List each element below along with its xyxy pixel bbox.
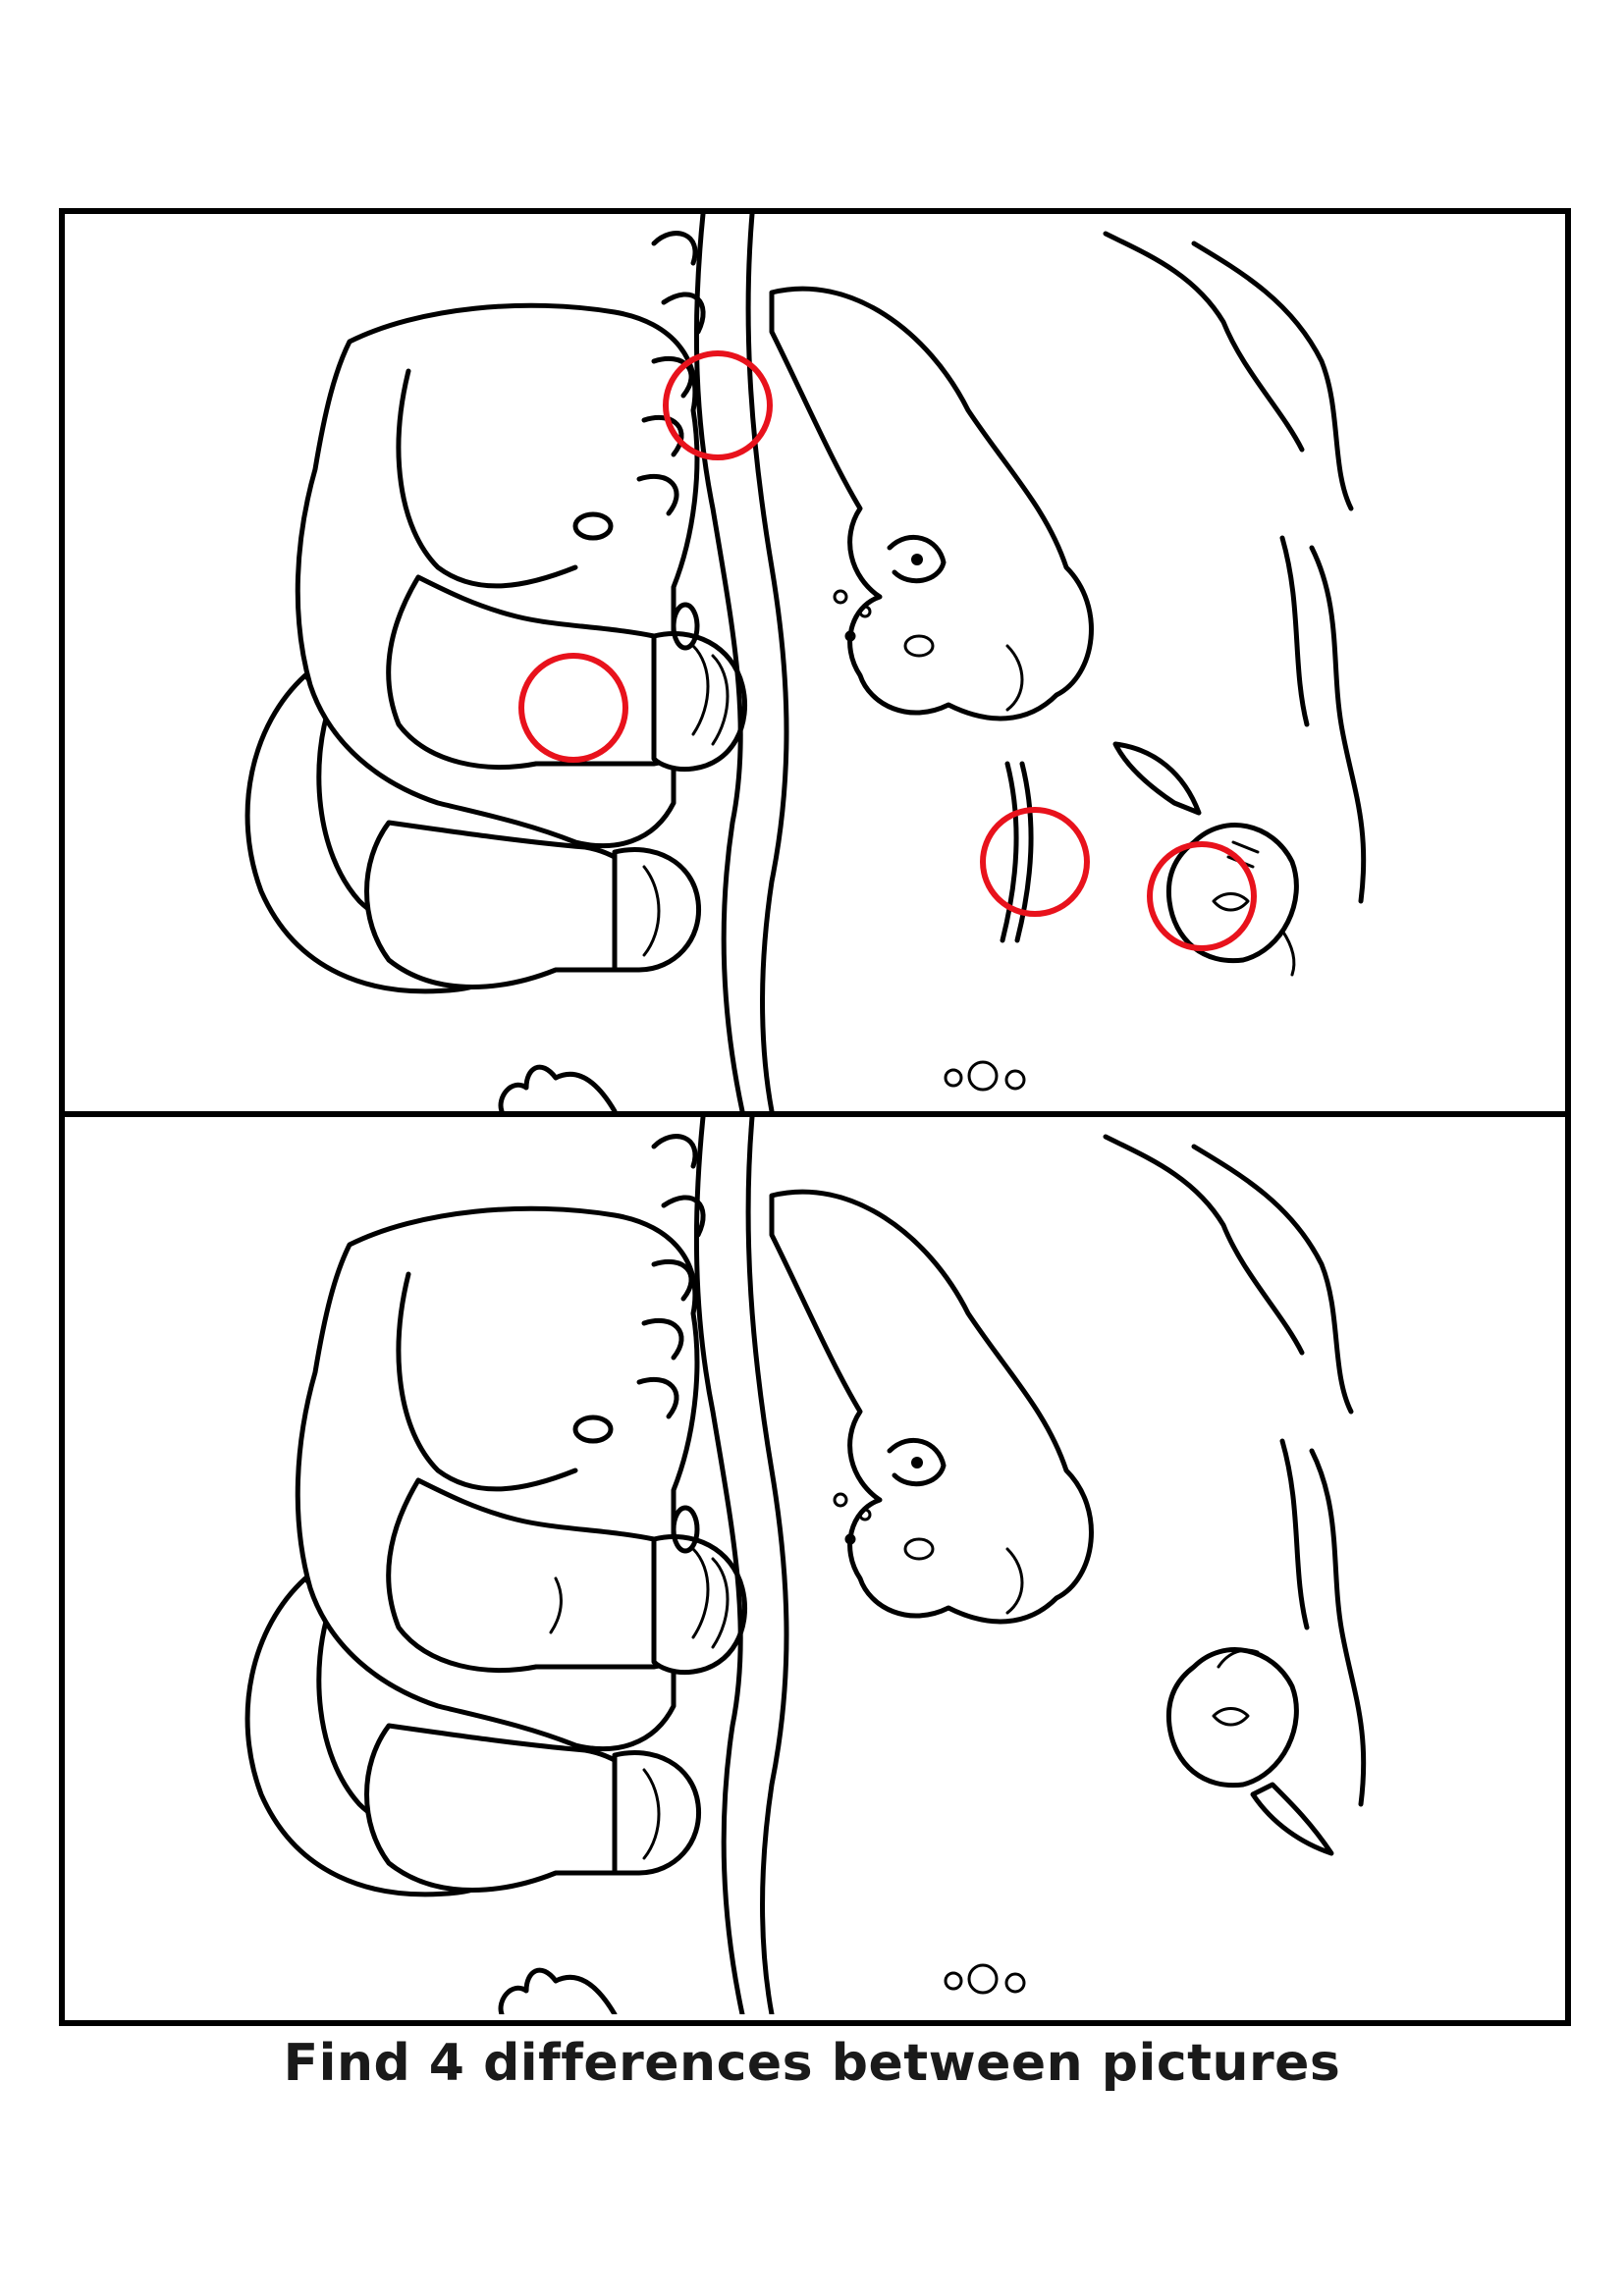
difference-marker-fish[interactable] [1147, 841, 1257, 951]
difference-markers [518, 350, 1257, 951]
dinosaur-art [244, 214, 1367, 1111]
panel-divider [65, 1111, 1565, 1117]
puzzle-frame [59, 208, 1571, 2026]
dinosaur-drawing-top [244, 214, 1367, 1111]
difference-marker-water-drop[interactable] [663, 350, 773, 460]
dinosaur-drawing-bottom [244, 1117, 1367, 2014]
difference-marker-water-ripple[interactable] [980, 807, 1090, 917]
panel-bottom-picture [65, 1117, 1565, 2014]
instructions-caption: Find 4 differences between pictures [283, 2034, 1341, 2093]
dinosaur-art [244, 1117, 1367, 2014]
difference-marker-leg-line[interactable] [518, 653, 628, 763]
panel-top-picture [65, 214, 1565, 1111]
